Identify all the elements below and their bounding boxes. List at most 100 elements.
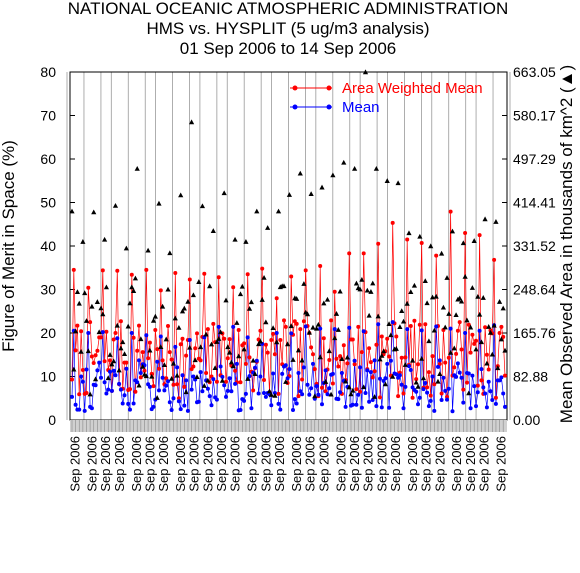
area-triangle (377, 356, 383, 362)
series-point-0 (91, 361, 96, 365)
series-point-0 (493, 395, 498, 400)
series-point-1 (227, 376, 232, 381)
series-point-0 (251, 388, 256, 393)
area-triangle (444, 275, 450, 280)
series-point-1 (249, 406, 254, 411)
series-point-1 (77, 407, 82, 412)
area-triangle (198, 344, 204, 350)
series-point-1 (432, 408, 437, 413)
area-triangle (384, 178, 390, 183)
area-triangle (98, 305, 104, 311)
series-point-0 (477, 233, 482, 238)
series-point-1 (352, 358, 357, 363)
area-triangle (109, 361, 115, 367)
series-point-0 (414, 377, 419, 382)
series-point-0 (278, 338, 283, 342)
series-point-1 (216, 324, 221, 329)
area-triangle (440, 304, 447, 310)
y-axis-label: Figure of Merit in Space (%) (0, 140, 18, 352)
series-point-0 (410, 395, 415, 400)
series-point-1 (428, 398, 433, 403)
area-triangle (183, 389, 189, 395)
series-point-0 (461, 387, 466, 392)
area-triangle (379, 352, 385, 358)
series-point-1 (73, 402, 78, 407)
series-point-1 (294, 401, 299, 406)
series-point-1 (403, 384, 408, 389)
series-point-1 (82, 408, 87, 413)
series-point-1 (320, 402, 324, 407)
series-point-0 (195, 331, 199, 336)
area-triangle (442, 324, 448, 330)
y-tick-label: 50 (40, 195, 56, 211)
series-point-0 (416, 362, 420, 367)
area-triangle (207, 283, 213, 289)
series-point-1 (405, 327, 410, 332)
series-point-0 (457, 320, 462, 325)
series-point-1 (479, 367, 484, 372)
legend-marker-mean-end (326, 104, 332, 110)
area-triangle (140, 363, 146, 369)
series-point-1 (280, 371, 285, 376)
area-triangle (252, 371, 258, 376)
area-triangle (118, 345, 124, 351)
series-point-0 (347, 251, 352, 256)
y-tick-label: 60 (40, 151, 56, 167)
area-triangle (127, 300, 133, 306)
series-point-0 (93, 353, 98, 358)
series-point-1 (466, 371, 471, 376)
area-triangle (473, 346, 479, 352)
area-triangle (112, 202, 119, 208)
area-triangle (480, 295, 486, 300)
x-tick-label: Sep 2006 (449, 436, 464, 492)
area-triangle (388, 332, 394, 338)
series-point-0 (274, 296, 279, 301)
series-point-0 (399, 355, 404, 360)
series-point-1 (184, 378, 189, 383)
area-triangle (313, 325, 320, 331)
series-point-0 (448, 209, 453, 214)
y-tick-label: 40 (40, 238, 56, 254)
series-point-0 (330, 381, 335, 386)
area-triangle (495, 365, 501, 371)
series-point-0 (425, 385, 430, 390)
series-point-0 (283, 324, 288, 329)
series-point-1 (291, 408, 295, 412)
area-triangle (370, 280, 376, 286)
area-triangle (181, 305, 187, 311)
series-point-1 (387, 405, 392, 410)
series-point-1 (162, 388, 167, 393)
y-tick-label: 30 (40, 282, 56, 298)
series-point-1 (182, 403, 187, 408)
area-triangle (236, 353, 242, 359)
series-point-0 (75, 323, 80, 328)
series-point-0 (108, 358, 112, 363)
series-point-1 (220, 374, 225, 379)
area-triangle (246, 305, 253, 311)
series-point-1 (448, 326, 453, 331)
series-point-0 (193, 346, 198, 351)
y2-axis-label: Mean Observed Area in thousands of km^2 … (557, 65, 576, 423)
area-triangle (286, 192, 293, 197)
series-point-0 (133, 389, 138, 394)
area-triangle (386, 321, 392, 327)
series-point-1 (258, 374, 263, 379)
series-point-0 (452, 365, 457, 370)
area-triangle (330, 172, 336, 178)
area-triangle (364, 287, 370, 293)
series-point-0 (378, 395, 382, 400)
series-point-1 (115, 336, 120, 341)
series-point-1 (376, 322, 381, 327)
area-triangle (257, 338, 264, 344)
series-point-0 (309, 345, 314, 350)
series-point-0 (321, 336, 326, 341)
series-point-1 (242, 398, 247, 403)
series-point-1 (176, 399, 181, 404)
area-triangle (344, 354, 350, 360)
area-triangle (87, 391, 93, 397)
area-triangle (408, 289, 414, 295)
series-point-1 (138, 371, 143, 375)
x-tick-label: Sep 2006 (187, 436, 202, 492)
series-point-0 (204, 371, 209, 375)
series-point-1 (434, 324, 439, 329)
